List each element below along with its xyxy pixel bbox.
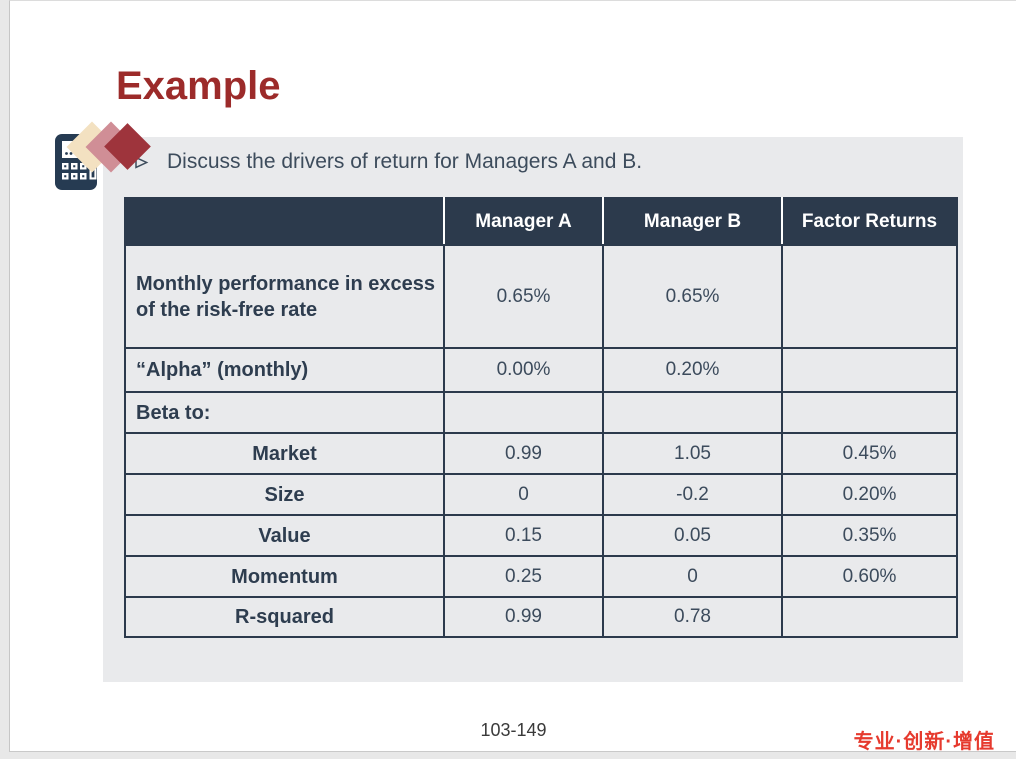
- table-row: Beta to:: [124, 391, 958, 434]
- row-label: R-squared: [124, 596, 445, 638]
- table-row: Monthly performance in excess of the ris…: [124, 244, 958, 349]
- row-label: “Alpha” (monthly): [124, 347, 445, 393]
- page-title: Example: [116, 64, 281, 108]
- table-row: Value 0.15 0.05 0.35%: [124, 514, 958, 557]
- table-cell: 0.78: [602, 596, 783, 638]
- table-cell: [781, 391, 958, 434]
- content-panel: Discuss the drivers of return for Manage…: [103, 137, 963, 682]
- table-row: Size 0 -0.2 0.20%: [124, 473, 958, 516]
- table-cell: 0.25: [443, 555, 604, 598]
- row-label: Momentum: [124, 555, 445, 598]
- table-row: “Alpha” (monthly) 0.00% 0.20%: [124, 347, 958, 393]
- header-cell-manager-a: Manager A: [444, 198, 604, 246]
- table-cell: 0: [443, 473, 604, 516]
- table-cell: 0.20%: [602, 347, 783, 393]
- arrow-bullet-icon: [134, 155, 149, 175]
- table-cell: 0.99: [443, 596, 604, 638]
- row-label: Market: [124, 432, 445, 475]
- page-number: 103-149: [480, 720, 547, 740]
- table-cell: [443, 391, 604, 434]
- table-cell: 0.45%: [781, 432, 958, 475]
- row-label: Monthly performance in excess of the ris…: [124, 244, 445, 349]
- table-cell: [781, 244, 958, 349]
- slogan-text: 专业·创新·增值: [853, 731, 995, 753]
- table-row: Momentum 0.25 0 0.60%: [124, 555, 958, 598]
- table-cell: 0.65%: [602, 244, 783, 349]
- table-cell: 0.00%: [443, 347, 604, 393]
- table-cell: 0.35%: [781, 514, 958, 557]
- table-cell: -0.2: [602, 473, 783, 516]
- table-cell: 0.60%: [781, 555, 958, 598]
- row-label: Size: [124, 473, 445, 516]
- slide-canvas: Example: [9, 0, 1016, 753]
- table-cell: [781, 347, 958, 393]
- table-container: Manager A Manager B Factor Returns Month…: [124, 197, 958, 638]
- bullet-item: Discuss the drivers of return for Manage…: [134, 147, 944, 177]
- table-cell: 0.05: [602, 514, 783, 557]
- table-cell: 0.99: [443, 432, 604, 475]
- header-cell-blank: [125, 198, 445, 246]
- table-cell: [602, 391, 783, 434]
- table-cell: 0: [602, 555, 783, 598]
- row-label: Value: [124, 514, 445, 557]
- bullet-text: Discuss the drivers of return for Manage…: [167, 150, 643, 173]
- table-row: R-squared 0.99 0.78: [124, 596, 958, 638]
- table-row: Market 0.99 1.05 0.45%: [124, 432, 958, 475]
- table-cell: 0.15: [443, 514, 604, 557]
- table-cell: [781, 596, 958, 638]
- table-cell: 0.65%: [443, 244, 604, 349]
- header-cell-manager-b: Manager B: [603, 198, 783, 246]
- table-cell: 1.05: [602, 432, 783, 475]
- header-cell-factor-returns: Factor Returns: [782, 198, 958, 246]
- table-header-row: Manager A Manager B Factor Returns: [125, 198, 958, 246]
- managers-factor-table: Manager A Manager B Factor Returns Month…: [124, 197, 958, 638]
- row-label: Beta to:: [124, 391, 445, 434]
- table-cell: 0.20%: [781, 473, 958, 516]
